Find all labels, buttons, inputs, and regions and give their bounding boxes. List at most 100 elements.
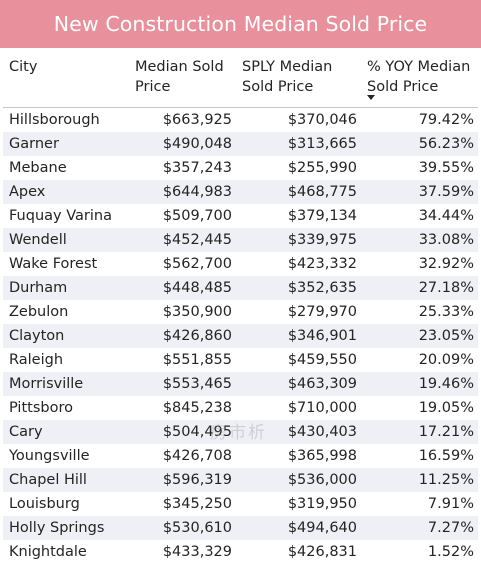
cell-city: Youngsville bbox=[9, 447, 90, 464]
cell-yoy: 56.23% bbox=[361, 131, 478, 156]
table-row[interactable]: Knightdale $433,329 $426,831 1.52% bbox=[3, 539, 478, 564]
cell-city: Mebane bbox=[9, 159, 67, 176]
cell-yoy: 27.18% bbox=[361, 275, 478, 300]
table-row[interactable]: Youngsville $426,708 $365,998 16.59% bbox=[3, 444, 478, 468]
cell-median: $350,900 bbox=[162, 303, 232, 320]
cell-yoy: 34.44% bbox=[418, 207, 474, 224]
cell-median: $504,495 bbox=[129, 419, 236, 444]
column-header-city[interactable]: City bbox=[3, 48, 129, 108]
cell-median: $448,485 bbox=[129, 275, 236, 300]
cell-city: Clayton bbox=[3, 323, 129, 348]
table-row[interactable]: Mebane $357,243 $255,990 39.55% bbox=[3, 156, 478, 180]
header-row: City Median Sold Price SPLY Median Sold … bbox=[3, 48, 478, 108]
table-row[interactable]: Holly Springs $530,610 $494,640 7.27% bbox=[3, 515, 478, 540]
cell-yoy: 11.25% bbox=[361, 467, 478, 492]
cell-yoy: 17.21% bbox=[361, 419, 478, 444]
cell-city: Pittsboro bbox=[9, 399, 73, 416]
cell-sply: $536,000 bbox=[236, 467, 361, 492]
cell-city: Knightdale bbox=[3, 539, 129, 564]
table-row[interactable]: Zebulon $350,900 $279,970 25.33% bbox=[3, 300, 478, 324]
cell-sply: $710,000 bbox=[287, 399, 357, 416]
cell-yoy: 19.05% bbox=[418, 399, 474, 416]
cell-city: Apex bbox=[3, 179, 129, 204]
table-row[interactable]: Morrisville $553,465 $463,309 19.46% bbox=[3, 371, 478, 396]
sort-descending-icon[interactable] bbox=[367, 95, 375, 100]
cell-median: $663,925 bbox=[162, 111, 232, 128]
cell-yoy: 25.33% bbox=[418, 303, 474, 320]
cell-median: $426,708 bbox=[162, 447, 232, 464]
cell-sply: $468,775 bbox=[236, 179, 361, 204]
cell-sply: $339,975 bbox=[236, 227, 361, 252]
cell-sply: $365,998 bbox=[287, 447, 357, 464]
cell-city: Chapel Hill bbox=[3, 467, 129, 492]
cell-yoy: 23.05% bbox=[361, 323, 478, 348]
column-header-yoy-label: % YOY Median Sold Price bbox=[367, 59, 471, 95]
cell-city: Wake Forest bbox=[9, 255, 98, 272]
cell-sply: $494,640 bbox=[236, 515, 361, 540]
column-header-sply[interactable]: SPLY Median Sold Price bbox=[236, 48, 361, 108]
cell-city: Morrisville bbox=[3, 371, 129, 396]
cell-median: $426,860 bbox=[129, 323, 236, 348]
cell-sply: $313,665 bbox=[236, 131, 361, 156]
cell-sply: $352,635 bbox=[236, 275, 361, 300]
cell-sply: $346,901 bbox=[236, 323, 361, 348]
cell-yoy: 19.46% bbox=[361, 371, 478, 396]
cell-median: $433,329 bbox=[129, 539, 236, 564]
cell-sply: $319,950 bbox=[287, 495, 357, 512]
cell-median: $551,855 bbox=[162, 351, 232, 368]
table-row[interactable]: Pittsboro $845,238 $710,000 19.05% bbox=[3, 396, 478, 420]
cell-city: Louisburg bbox=[9, 495, 80, 512]
table-row[interactable]: Wake Forest $562,700 $423,332 32.92% bbox=[3, 252, 478, 276]
table-row[interactable]: Wendell $452,445 $339,975 33.08% bbox=[3, 227, 478, 252]
table-row[interactable]: Durham $448,485 $352,635 27.18% bbox=[3, 275, 478, 300]
cell-city: Wendell bbox=[3, 227, 129, 252]
cell-median: $562,700 bbox=[162, 255, 232, 272]
table-row[interactable]: Cary $504,495 $430,403 17.21% bbox=[3, 419, 478, 444]
table-title-bar: New Construction Median Sold Price bbox=[0, 0, 481, 48]
cell-median: $452,445 bbox=[129, 227, 236, 252]
cell-sply: $463,309 bbox=[236, 371, 361, 396]
table-row[interactable]: Hillsborough $663,925 $370,046 79.42% bbox=[3, 107, 478, 132]
cell-city: Garner bbox=[3, 131, 129, 156]
table-row[interactable]: Raleigh $551,855 $459,550 20.09% bbox=[3, 348, 478, 372]
cell-city: Cary bbox=[3, 419, 129, 444]
cell-sply: $459,550 bbox=[287, 351, 357, 368]
cell-median: $596,319 bbox=[129, 467, 236, 492]
cell-yoy: 79.42% bbox=[418, 111, 474, 128]
cell-city: Hillsborough bbox=[9, 111, 100, 128]
cell-sply: $426,831 bbox=[236, 539, 361, 564]
table-row[interactable]: Louisburg $345,250 $319,950 7.91% bbox=[3, 492, 478, 516]
cell-sply: $279,970 bbox=[287, 303, 357, 320]
cell-yoy: 1.52% bbox=[361, 539, 478, 564]
cell-median: $530,610 bbox=[129, 515, 236, 540]
table-row[interactable]: Apex $644,983 $468,775 37.59% bbox=[3, 179, 478, 204]
table-row[interactable]: Clayton $426,860 $346,901 23.05% bbox=[3, 323, 478, 348]
cell-sply: $370,046 bbox=[287, 111, 357, 128]
cell-median: $644,983 bbox=[129, 179, 236, 204]
cell-sply: $255,990 bbox=[287, 159, 357, 176]
cell-yoy: 39.55% bbox=[418, 159, 474, 176]
cell-median: $845,238 bbox=[162, 399, 232, 416]
cell-median: $509,700 bbox=[162, 207, 232, 224]
cell-yoy: 16.59% bbox=[418, 447, 474, 464]
cell-sply: $423,332 bbox=[287, 255, 357, 272]
cell-city: Holly Springs bbox=[3, 515, 129, 540]
cell-sply: $430,403 bbox=[236, 419, 361, 444]
table-row[interactable]: Garner $490,048 $313,665 56.23% bbox=[3, 131, 478, 156]
cell-yoy: 32.92% bbox=[418, 255, 474, 272]
price-table: City Median Sold Price SPLY Median Sold … bbox=[3, 48, 478, 564]
cell-median: $490,048 bbox=[129, 131, 236, 156]
cell-city: Zebulon bbox=[9, 303, 69, 320]
cell-yoy: 20.09% bbox=[418, 351, 474, 368]
cell-median: $553,465 bbox=[129, 371, 236, 396]
table-title: New Construction Median Sold Price bbox=[53, 12, 428, 36]
table-row[interactable]: Fuquay Varina $509,700 $379,134 34.44% bbox=[3, 204, 478, 228]
cell-yoy: 7.27% bbox=[361, 515, 478, 540]
cell-city: Fuquay Varina bbox=[9, 207, 112, 224]
cell-yoy: 37.59% bbox=[361, 179, 478, 204]
cell-median: $345,250 bbox=[162, 495, 232, 512]
table-row[interactable]: Chapel Hill $596,319 $536,000 11.25% bbox=[3, 467, 478, 492]
cell-sply: $379,134 bbox=[287, 207, 357, 224]
column-header-yoy[interactable]: % YOY Median Sold Price bbox=[361, 48, 478, 108]
column-header-median[interactable]: Median Sold Price bbox=[129, 48, 236, 108]
